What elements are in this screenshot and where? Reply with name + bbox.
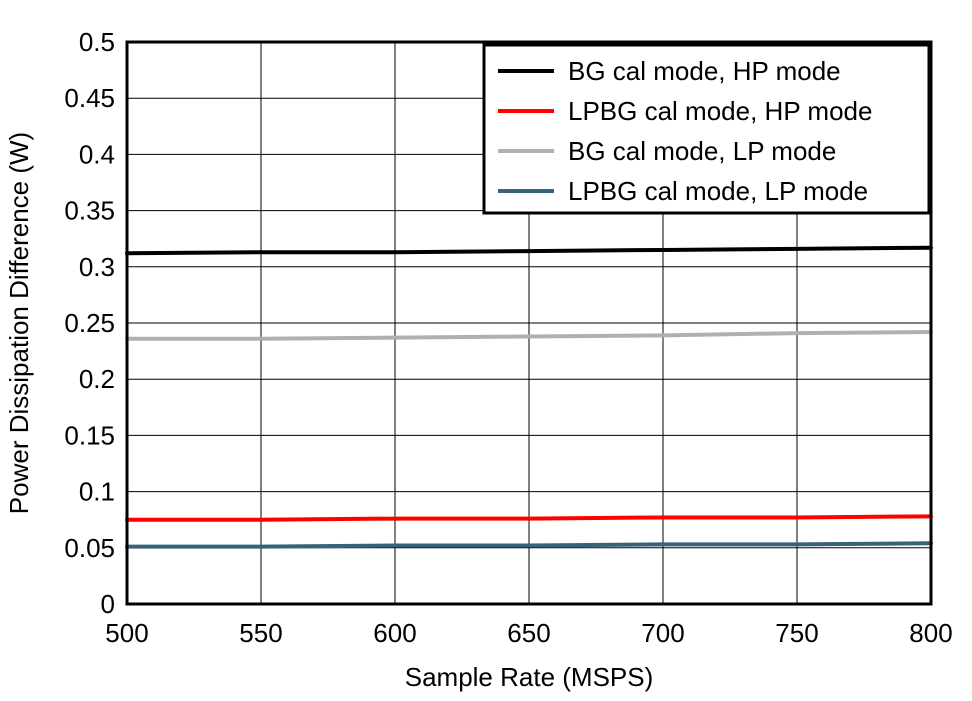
series-line-1 — [125, 514, 933, 522]
x-tick-label: 750 — [775, 618, 818, 648]
series-line-0 — [125, 245, 933, 256]
y-tick-label: 0.4 — [79, 139, 115, 169]
x-tick-label: 700 — [641, 618, 684, 648]
series-line-3 — [125, 541, 933, 549]
y-tick-label: 0.3 — [79, 252, 115, 282]
series-line-2 — [125, 329, 933, 341]
y-tick-label: 0 — [101, 589, 115, 619]
y-tick-label: 0.45 — [64, 83, 115, 113]
y-tick-label: 0.35 — [64, 196, 115, 226]
x-axis-title: Sample Rate (MSPS) — [405, 662, 654, 692]
y-tick-label: 0.15 — [64, 420, 115, 450]
legend-box — [482, 43, 931, 215]
y-tick-label: 0.2 — [79, 364, 115, 394]
legend-label: LPBG cal mode, LP mode — [568, 176, 868, 206]
legend-label: BG cal mode, HP mode — [568, 56, 841, 86]
x-tick-label: 500 — [105, 618, 148, 648]
y-tick-label: 0.5 — [79, 27, 115, 57]
legend-label: BG cal mode, LP mode — [568, 136, 836, 166]
x-tick-label: 650 — [507, 618, 550, 648]
x-tick-label: 600 — [373, 618, 416, 648]
legend-label: LPBG cal mode, HP mode — [568, 96, 872, 126]
x-tick-label: 550 — [239, 618, 282, 648]
plot-border — [125, 40, 933, 606]
y-tick-label: 0.1 — [79, 477, 115, 507]
y-axis-title: Power Dissipation Difference (W) — [4, 132, 34, 514]
chart-layers: 500 550 600 650 700 750 800 0 0.05 0.1 0.15 0.2 0.25… — [64, 27, 952, 648]
x-tick-label: 800 — [909, 618, 952, 648]
y-tick-label: 0.25 — [64, 308, 115, 338]
y-tick-label: 0.05 — [64, 533, 115, 563]
